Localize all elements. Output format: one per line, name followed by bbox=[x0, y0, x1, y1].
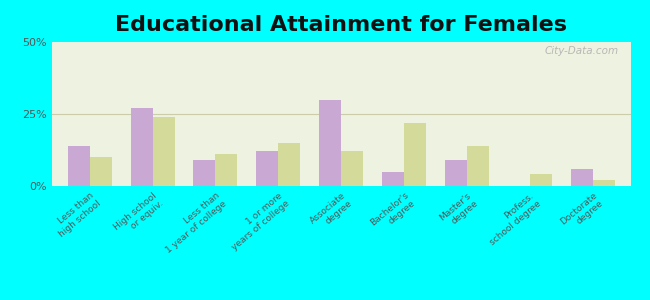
Bar bbox=[131, 108, 153, 186]
Bar bbox=[216, 154, 237, 186]
Bar bbox=[278, 143, 300, 186]
Bar bbox=[467, 146, 489, 186]
Bar bbox=[341, 152, 363, 186]
Bar bbox=[593, 180, 615, 186]
Text: City-Data.com: City-Data.com bbox=[545, 46, 619, 56]
Bar bbox=[90, 157, 112, 186]
Bar bbox=[382, 172, 404, 186]
Bar bbox=[571, 169, 593, 186]
Bar bbox=[256, 152, 278, 186]
Title: Educational Attainment for Females: Educational Attainment for Females bbox=[115, 15, 567, 35]
Bar bbox=[319, 100, 341, 186]
Bar bbox=[68, 146, 90, 186]
Bar bbox=[153, 117, 175, 186]
Bar bbox=[194, 160, 216, 186]
Bar bbox=[530, 175, 552, 186]
Bar bbox=[404, 123, 426, 186]
Bar bbox=[445, 160, 467, 186]
